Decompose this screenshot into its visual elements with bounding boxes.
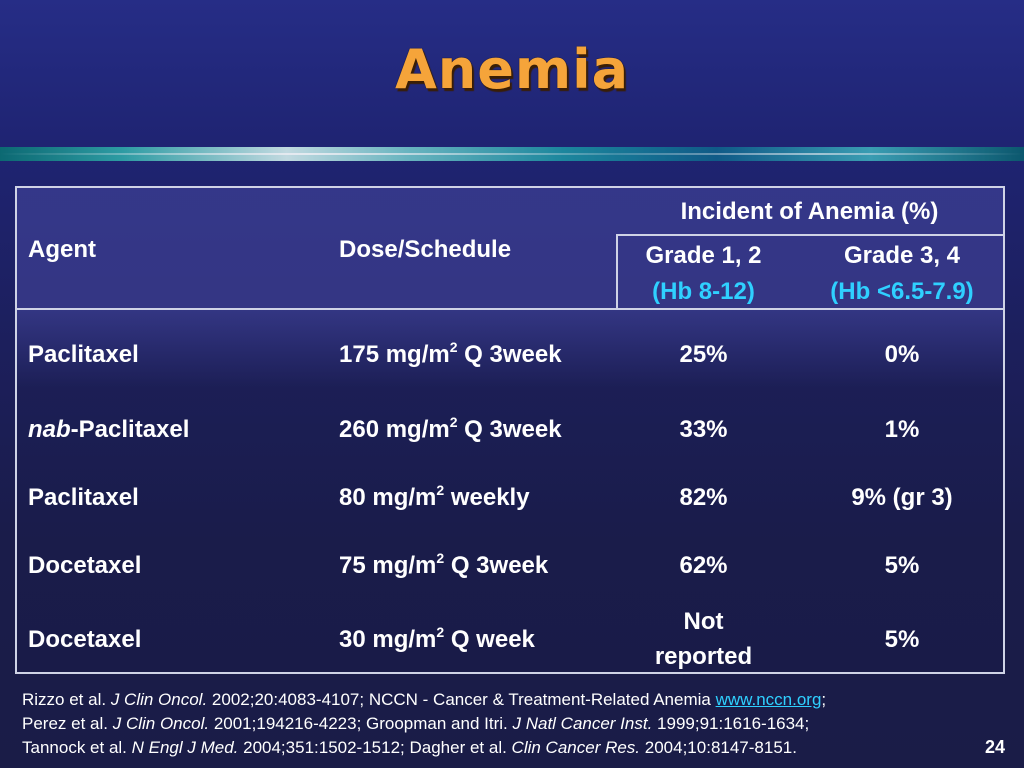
- row-1-dose-value: 175 mg/m: [339, 341, 450, 368]
- row-2-grade-1-2: 33%: [679, 416, 728, 443]
- ref-1-end: ;: [821, 690, 827, 709]
- ref-3-journal: J Natl Cancer Inst.: [512, 714, 653, 733]
- row-4-agent: Docetaxel: [28, 552, 141, 580]
- ref-5-journal: Clin Cancer Res.: [511, 738, 641, 757]
- header-grade-3-4-hb: (Hb <6.5-7.9): [830, 278, 974, 305]
- reference-line-3: Tannock et al. N Engl J Med. 2004;351:15…: [22, 736, 982, 760]
- header-incident-group: Incident of Anemia (%): [680, 198, 939, 225]
- header-dose-schedule: Dose/Schedule: [339, 236, 512, 263]
- row-1-agent-name: Paclitaxel: [28, 341, 139, 368]
- reference-line-1: Rizzo et al. J Clin Oncol. 2002;20:4083-…: [22, 688, 982, 712]
- row-2-grade-3-4: 1%: [884, 416, 920, 443]
- row-5-grade-1-2: Not: [683, 608, 724, 635]
- title-divider: [0, 147, 1024, 161]
- row-3-agent-name: Paclitaxel: [28, 484, 139, 511]
- row-2-agent-prefix: nab: [28, 416, 71, 443]
- row-4-agent-name: Docetaxel: [28, 552, 142, 579]
- row-1-grade-1-2: 25%: [679, 341, 728, 368]
- row-3-grade-1-2: 82%: [679, 484, 728, 511]
- row-5-dose: 30 mg/m2 Q week: [339, 624, 535, 654]
- ref-4-details: 2004;351:1502-1512; Dagher et al.: [238, 738, 512, 757]
- row-3-dose-schedule: weekly: [444, 484, 530, 511]
- ref-1-details: 2002;20:4083-4107; NCCN - Cancer & Treat…: [207, 690, 716, 709]
- row-2-dose-value: 260 mg/m: [339, 416, 450, 443]
- row-3-dose-value: 80 mg/m: [339, 484, 437, 511]
- row-2-dose-schedule: Q 3week: [457, 416, 562, 443]
- row-4-dose-schedule: Q 3week: [444, 552, 549, 579]
- row-3-agent: Paclitaxel: [28, 484, 139, 512]
- ref-3-details: 1999;91:1616-1634;: [652, 714, 810, 733]
- ref-1-journal: J Clin Oncol.: [110, 690, 208, 709]
- header-agent: Agent: [28, 236, 96, 263]
- row-5-grade-3-4: 5%: [884, 626, 920, 653]
- row-1-agent: Paclitaxel: [28, 341, 139, 369]
- row-4-dose-value: 75 mg/m: [339, 552, 437, 579]
- row-5-agent-name: Docetaxel: [28, 626, 142, 653]
- slide-title: Anemia: [394, 38, 630, 101]
- row-5-dose-schedule: Q week: [444, 626, 535, 653]
- row-4-grade-1-2: 62%: [679, 552, 728, 579]
- row-5-grade-1-2-line-2: reported: [654, 643, 753, 670]
- ref-2-journal: J Clin Oncol.: [112, 714, 210, 733]
- row-2-dose-superscript: 2: [449, 414, 458, 430]
- row-1-dose: 175 mg/m2 Q 3week: [339, 339, 562, 369]
- row-2-agent-name: -Paclitaxel: [70, 416, 190, 443]
- row-2-agent: nab-Paclitaxel: [28, 416, 189, 444]
- row-3-dose-superscript: 2: [436, 482, 445, 498]
- header-group-divider: [616, 234, 1003, 236]
- anemia-table: Agent Dose/Schedule Incident of Anemia (…: [15, 186, 1005, 674]
- ref-2-details: 2001;194216-4223; Groopman and Itri.: [209, 714, 513, 733]
- ref-1-authors: Rizzo et al.: [22, 690, 111, 709]
- row-3-grade-3-4: 9% (gr 3): [851, 484, 953, 511]
- grade-column-divider: [616, 234, 618, 308]
- row-4-dose-superscript: 2: [436, 550, 445, 566]
- ref-2-authors: Perez et al.: [22, 714, 113, 733]
- row-5-agent: Docetaxel: [28, 626, 141, 654]
- header-bottom-divider: [17, 308, 1003, 310]
- row-2-dose: 260 mg/m2 Q 3week: [339, 414, 562, 444]
- row-4-grade-3-4: 5%: [884, 552, 920, 579]
- header-grade-1-2-hb: (Hb 8-12): [652, 278, 755, 305]
- nccn-link[interactable]: www.nccn.org: [715, 690, 822, 709]
- row-1-dose-superscript: 2: [449, 339, 458, 355]
- row-1-grade-3-4: 0%: [884, 341, 920, 368]
- header-grade-1-2: Grade 1, 2: [645, 242, 762, 269]
- row-4-dose: 75 mg/m2 Q 3week: [339, 550, 549, 580]
- row-1-dose-schedule: Q 3week: [457, 341, 562, 368]
- ref-4-authors: Tannock et al.: [22, 738, 132, 757]
- header-grade-3-4: Grade 3, 4: [843, 242, 961, 269]
- row-3-dose: 80 mg/m2 weekly: [339, 482, 530, 512]
- page-number: 24: [985, 737, 1006, 757]
- ref-5-details: 2004;10:8147-8151.: [640, 738, 797, 757]
- row-5-dose-value: 30 mg/m: [339, 626, 437, 653]
- reference-line-2: Perez et al. J Clin Oncol. 2001;194216-4…: [22, 712, 982, 736]
- references: Rizzo et al. J Clin Oncol. 2002;20:4083-…: [22, 688, 982, 760]
- ref-4-journal: N Engl J Med.: [131, 738, 239, 757]
- row-5-dose-superscript: 2: [436, 624, 445, 640]
